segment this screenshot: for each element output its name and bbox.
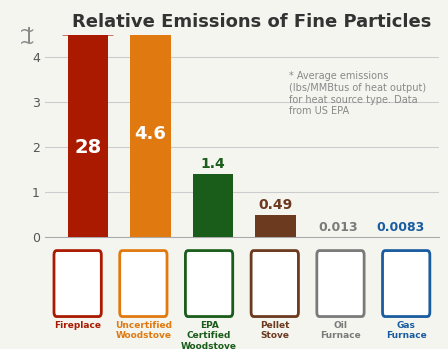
Text: EPA
Certified
Woodstove: EPA Certified Woodstove — [181, 321, 237, 349]
Text: 1.4: 1.4 — [201, 157, 225, 171]
FancyBboxPatch shape — [251, 251, 298, 317]
Text: 4.6: 4.6 — [135, 125, 167, 143]
Text: Oil
Furnace: Oil Furnace — [320, 321, 361, 340]
Text: ~: ~ — [19, 21, 35, 40]
Bar — [193, 174, 233, 237]
Bar — [255, 215, 296, 237]
Text: Gas
Furnace: Gas Furnace — [386, 321, 426, 340]
Text: 0.0083: 0.0083 — [377, 221, 425, 234]
Text: Uncertified
Woodstove: Uncertified Woodstove — [115, 321, 172, 340]
Text: ~: ~ — [19, 34, 35, 52]
Text: Relative Emissions of Fine Particles: Relative Emissions of Fine Particles — [72, 13, 431, 31]
Text: Fireplace: Fireplace — [54, 321, 101, 330]
Text: * Average emissions
(lbs/MMBtus of heat output)
for heat source type. Data
from : * Average emissions (lbs/MMBtus of heat … — [289, 71, 426, 116]
FancyBboxPatch shape — [120, 251, 167, 317]
FancyBboxPatch shape — [317, 251, 364, 317]
Text: 28: 28 — [74, 138, 102, 157]
FancyBboxPatch shape — [54, 251, 101, 317]
Bar — [130, 30, 171, 237]
FancyBboxPatch shape — [185, 251, 233, 317]
Polygon shape — [63, 18, 113, 35]
FancyBboxPatch shape — [383, 251, 430, 317]
Text: Pellet
Stove: Pellet Stove — [260, 321, 289, 340]
Text: 0.013: 0.013 — [319, 221, 358, 233]
Bar — [68, 35, 108, 237]
Text: 0.49: 0.49 — [258, 198, 293, 212]
